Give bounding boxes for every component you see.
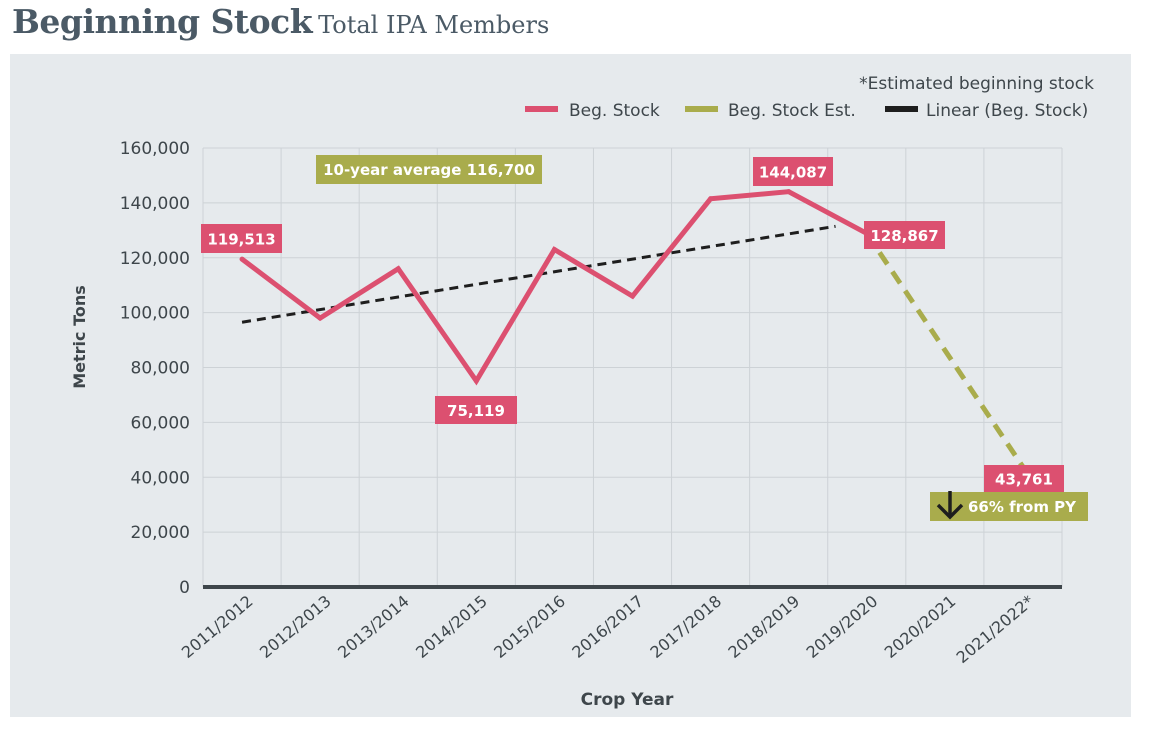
y-tick-label: 0 bbox=[179, 578, 190, 598]
annotation-box bbox=[930, 492, 1088, 521]
data-label-text: 128,867 bbox=[870, 227, 938, 245]
arrow-head bbox=[936, 503, 964, 520]
x-tick-label: 2018/2019 bbox=[725, 592, 804, 662]
x-tick-label: 2020/2021 bbox=[881, 592, 960, 662]
point-beg-stock bbox=[317, 315, 323, 321]
point-beg-stock bbox=[395, 266, 401, 272]
data-label: 128,867 bbox=[864, 221, 945, 249]
data-label: 119,513 bbox=[201, 224, 282, 253]
legend-swatch-beg-stock bbox=[525, 106, 558, 112]
y-tick-label: 80,000 bbox=[131, 359, 190, 379]
arrow-down-icon bbox=[936, 491, 964, 520]
legend-swatch-linear bbox=[885, 106, 918, 112]
chart-subtitle: Total IPA Members bbox=[318, 11, 550, 39]
x-tick-label: 2017/2018 bbox=[646, 592, 725, 662]
point-beg-stock bbox=[239, 256, 245, 262]
x-axis-title: Crop Year bbox=[581, 690, 674, 710]
y-tick-label: 20,000 bbox=[131, 523, 190, 543]
data-label: 144,087 bbox=[753, 157, 833, 186]
y-tick-label: 100,000 bbox=[120, 304, 190, 324]
legend-label-beg-stock-est: Beg. Stock Est. bbox=[728, 101, 856, 121]
data-label-text: 144,087 bbox=[759, 164, 827, 182]
y-tick-label: 60,000 bbox=[131, 413, 190, 433]
legend-item-beg-stock-est[interactable]: Beg. Stock Est. bbox=[685, 101, 856, 121]
annotation-percent-change: 66% from PY bbox=[930, 491, 1088, 521]
x-axis-ticks: 2011/2012 2012/2013 2013/2014 2014/2015 2015… bbox=[178, 592, 1038, 668]
data-label-box bbox=[864, 221, 945, 249]
annotations: 10-year average 116,700 66% from PY bbox=[316, 155, 1088, 521]
x-tick-label: 2015/2016 bbox=[490, 592, 569, 662]
annotation-text: 10-year average 116,700 bbox=[323, 161, 535, 179]
line-beg-stock bbox=[240, 189, 868, 386]
x-tick-label: 2013/2014 bbox=[334, 592, 413, 662]
legend-item-linear[interactable]: Linear (Beg. Stock) bbox=[885, 101, 1088, 121]
data-label-box bbox=[984, 465, 1064, 492]
x-tick-label: 2011/2012 bbox=[178, 592, 257, 662]
legend-item-beg-stock[interactable]: Beg. Stock bbox=[525, 101, 660, 121]
x-tick-label: 2019/2020 bbox=[803, 592, 882, 662]
y-tick-label: 140,000 bbox=[120, 194, 190, 214]
legend-label-linear: Linear (Beg. Stock) bbox=[926, 101, 1088, 121]
data-label-text: 43,761 bbox=[995, 471, 1053, 489]
data-label-box bbox=[753, 157, 833, 186]
x-tick-label: 2012/2013 bbox=[256, 592, 335, 662]
point-beg-stock bbox=[473, 378, 479, 384]
chart-header: Beginning Stock Total IPA Members bbox=[12, 2, 549, 41]
chart-panel bbox=[10, 54, 1131, 717]
point-beg-stock bbox=[551, 247, 557, 253]
chart-title: Beginning Stock bbox=[12, 2, 313, 41]
y-axis-title: Metric Tons bbox=[70, 285, 89, 389]
x-tick-label: 2016/2017 bbox=[568, 592, 647, 662]
data-label-text: 119,513 bbox=[207, 231, 275, 249]
legend-swatch-beg-stock-est bbox=[685, 106, 718, 112]
data-label: 43,761 bbox=[984, 465, 1064, 492]
legend-label-beg-stock: Beg. Stock bbox=[569, 101, 660, 121]
footnote: *Estimated beginning stock bbox=[859, 74, 1094, 94]
annotation-box bbox=[316, 155, 542, 184]
gridlines bbox=[202, 147, 1063, 587]
data-label-box bbox=[435, 396, 517, 424]
legend: Beg. Stock Beg. Stock Est. Linear (Beg. … bbox=[525, 101, 1088, 121]
line-beg-stock-est bbox=[864, 232, 1026, 469]
data-label-text: 75,119 bbox=[447, 402, 505, 420]
data-labels: 119,513 75,119 144,087 128,867 43,761 bbox=[201, 157, 1064, 492]
y-tick-label: 40,000 bbox=[131, 468, 190, 488]
point-beg-stock bbox=[630, 293, 635, 299]
x-tick-label: 2014/2015 bbox=[412, 592, 491, 662]
data-label: 75,119 bbox=[435, 396, 517, 424]
annotation-text: 66% from PY bbox=[968, 498, 1077, 516]
y-tick-label: 160,000 bbox=[120, 139, 190, 159]
point-beg-stock bbox=[708, 196, 714, 202]
y-axis-ticks: 0 20,000 40,000 60,000 80,000 100,000 120,000 1… bbox=[120, 139, 190, 598]
y-tick-label: 120,000 bbox=[120, 249, 190, 269]
x-tick-label: 2021/2022* bbox=[953, 592, 1038, 668]
point-beg-stock bbox=[786, 189, 792, 195]
annotation-ten-year-average: 10-year average 116,700 bbox=[316, 155, 542, 184]
data-label-box bbox=[201, 224, 282, 253]
series-lines bbox=[239, 189, 1026, 470]
